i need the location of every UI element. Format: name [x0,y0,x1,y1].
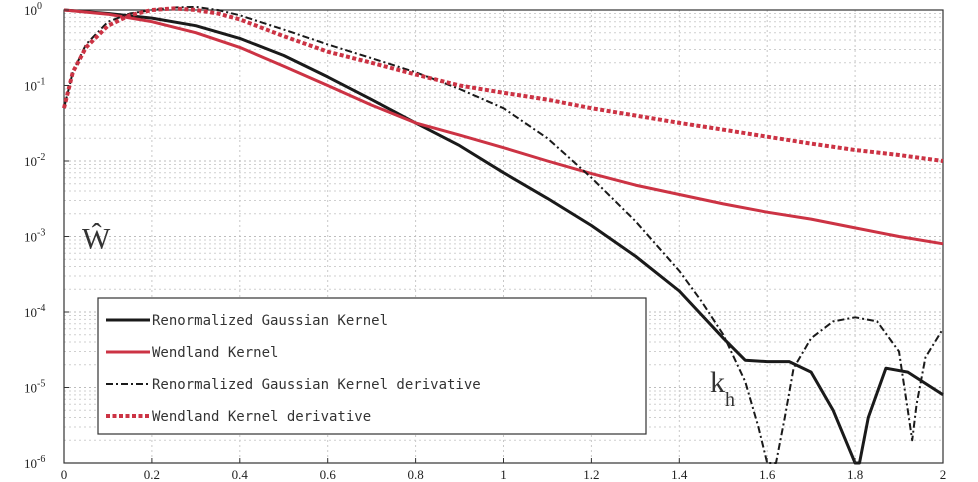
y-tick-label: 10-6 [24,454,45,471]
x-tick-label: 1.2 [583,467,599,482]
y-tick-label: 10-3 [24,228,45,245]
x-tick-label: 0.8 [407,467,423,482]
y-tick-label: 10-4 [24,303,45,320]
x-tick-label: 1.4 [671,467,688,482]
x-axis-label: kh [710,366,735,411]
series-layer [62,5,944,465]
x-tick-label: 0.4 [232,467,249,482]
x-tick-label: 1 [500,467,507,482]
y-axis-ticks: 100 10-1 10-2 10-3 10-4 10-5 10-6 [24,1,69,471]
x-tick-label: 1.8 [847,467,863,482]
x-tick-label: 0.2 [144,467,160,482]
y-axis-label: Ŵ [82,223,111,256]
y-tick-label: 10-1 [24,77,45,94]
series-line-1 [63,8,944,465]
legend: Renormalized Gaussian Kernel Wendland Ker… [97,297,647,435]
y-tick-label: 100 [24,1,42,18]
x-tick-label: 2 [940,467,947,482]
legend-label-2: Wendland Kernel [152,345,278,361]
legend-label-4: Wendland Kernel derivative [152,409,371,425]
x-tick-label: 0 [61,467,68,482]
series-line-2 [63,8,944,246]
legend-label-1: Renormalized Gaussian Kernel [152,313,388,329]
series-line-4 [62,6,944,163]
y-tick-label: 10-5 [24,379,45,396]
legend-box [97,297,647,435]
x-axis-ticks: 0 0.2 0.4 0.6 0.8 1 1.2 1.4 1.6 1.8 2 [61,458,947,482]
y-tick-label: 10-2 [24,152,45,169]
legend-label-3: Renormalized Gaussian Kernel derivative [152,377,481,393]
x-tick-label: 1.6 [759,467,776,482]
x-tick-label: 0.6 [320,467,337,482]
series-line-3 [63,5,944,464]
